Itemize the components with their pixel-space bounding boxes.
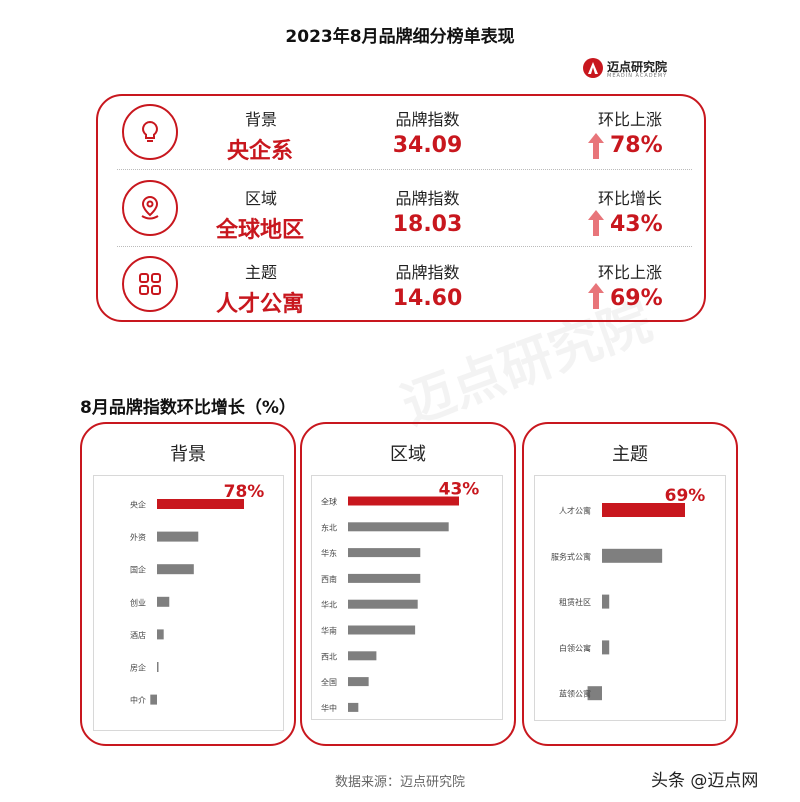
plot-area (534, 475, 726, 721)
category-label: 租赁社区 (559, 597, 591, 607)
row-divider (117, 169, 692, 170)
category-label: 西北 (321, 652, 337, 661)
plot-area (93, 475, 284, 731)
row-name: 人才公寓 (215, 292, 304, 317)
change-label: 环比增长 (597, 189, 662, 208)
panel-region (300, 422, 516, 746)
row-category: 区域 (244, 189, 277, 208)
category-label: 华中 (321, 703, 337, 713)
category-label: 创业 (130, 597, 146, 607)
panel-background (80, 422, 296, 746)
bar-央企 (157, 499, 244, 509)
category-label: 中介 (130, 695, 146, 705)
bar-酒店 (157, 629, 164, 640)
row-divider (117, 246, 692, 247)
bar-白领公寓 (602, 640, 610, 655)
bar-华中 (348, 702, 359, 712)
change-value: 69% (610, 286, 663, 311)
category-label: 国企 (130, 565, 146, 575)
up-arrow-icon (588, 210, 604, 236)
category-label: 华北 (321, 600, 337, 610)
category-label: 外资 (130, 532, 146, 542)
index-value: 14.60 (392, 286, 463, 311)
category-label: 全球 (321, 497, 337, 507)
section-title: 8月品牌指数环比增长（%） (80, 398, 296, 418)
change-label: 环比上涨 (597, 110, 662, 129)
bar-华北 (348, 599, 418, 609)
logo-icon (583, 58, 603, 78)
up-arrow-icon (588, 283, 604, 309)
data-label: 69% (665, 486, 706, 506)
row-category: 主题 (244, 263, 277, 282)
data-source: 数据来源：迈点研究院 (334, 775, 465, 790)
bar-房企 (157, 662, 159, 672)
bar-西南 (348, 573, 421, 583)
change-value: 78% (610, 133, 663, 158)
bar-华南 (348, 625, 416, 635)
bar-全球 (348, 496, 459, 506)
index-value: 34.09 (392, 133, 463, 158)
category-label: 酒店 (130, 630, 146, 640)
data-label: 78% (224, 482, 265, 502)
category-label: 服务式公寓 (551, 551, 591, 561)
page-title: 2023年8月品牌细分榜单表现 (285, 27, 515, 47)
bar-服务式公寓 (602, 548, 663, 563)
chart-title: 区域 (390, 444, 426, 465)
row-category: 背景 (244, 110, 277, 129)
bar-创业 (157, 596, 170, 607)
summary-card (96, 94, 706, 322)
change-value: 43% (610, 212, 663, 237)
location-pin-icon (122, 180, 178, 236)
logo-text: 迈点研究院 (607, 60, 668, 74)
category-label: 华东 (321, 548, 337, 558)
category-label: 东北 (321, 522, 337, 532)
row-name: 央企系 (226, 139, 293, 164)
change-label: 环比上涨 (597, 263, 662, 282)
brand-logo: 迈点研究院 MEADIN ACADEMY (583, 58, 688, 80)
index-label: 品牌指数 (395, 110, 460, 129)
data-label: 43% (439, 480, 480, 500)
index-label: 品牌指数 (395, 189, 460, 208)
bar-租赁社区 (602, 594, 610, 609)
logo-subtitle: MEADIN ACADEMY (607, 73, 668, 79)
category-label: 华南 (321, 626, 337, 636)
category-label: 蓝领公寓 (559, 689, 591, 699)
plot-area (311, 475, 503, 720)
chart-title: 背景 (170, 444, 206, 465)
up-arrow-icon (588, 133, 604, 159)
bar-东北 (348, 522, 449, 532)
grid-apps-icon (122, 256, 178, 312)
bar-外资 (157, 531, 199, 542)
row-name: 全球地区 (215, 218, 304, 243)
bar-蓝领公寓 (587, 686, 602, 701)
category-label: 房企 (130, 663, 146, 673)
category-label: 央企 (130, 500, 146, 510)
footer-credit: 头条 @迈点网 (651, 771, 759, 791)
bar-华东 (348, 548, 421, 558)
panel-theme (522, 422, 738, 746)
bar-人才公寓 (602, 503, 685, 517)
index-label: 品牌指数 (395, 263, 460, 282)
category-label: 西南 (321, 574, 337, 584)
category-label: 白领公寓 (559, 643, 591, 653)
category-label: 全国 (321, 677, 337, 687)
chart-title: 主题 (612, 444, 648, 465)
bar-全国 (348, 677, 369, 687)
bar-西北 (348, 651, 377, 661)
category-label: 人才公寓 (559, 506, 591, 516)
bar-国企 (157, 564, 194, 575)
lightbulb-icon (122, 104, 178, 160)
bar-中介 (150, 694, 157, 705)
index-value: 18.03 (392, 212, 463, 237)
